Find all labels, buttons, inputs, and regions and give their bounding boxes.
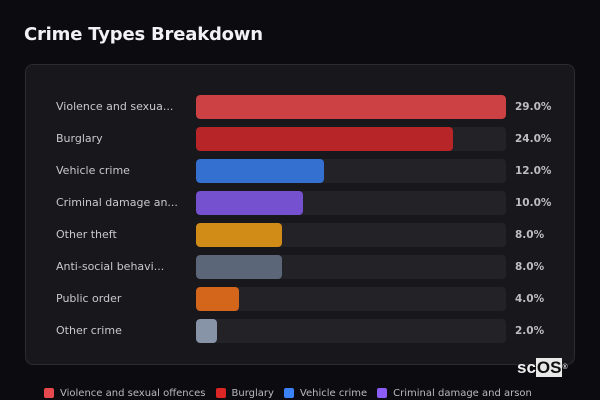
bar-fill[interactable] <box>196 191 303 215</box>
bar-value: 10.0% <box>515 197 552 209</box>
bar-track <box>196 223 506 247</box>
bar-row: Other theft 8.0% <box>26 223 576 247</box>
bar-row: Criminal damage an... 10.0% <box>26 191 576 215</box>
bar-track <box>196 191 506 215</box>
bar-label: Public order <box>56 292 122 305</box>
bar-label: Vehicle crime <box>56 164 130 177</box>
bar-fill[interactable] <box>196 223 282 247</box>
legend-swatch-icon <box>215 388 226 398</box>
bar-row: Vehicle crime 12.0% <box>26 159 576 183</box>
bar-value: 12.0% <box>515 165 552 177</box>
legend-item[interactable]: Violence and sexual offences <box>44 388 206 399</box>
bar-label: Anti-social behavi... <box>56 260 165 273</box>
bar-row: Public order 4.0% <box>26 287 576 311</box>
bar-row: Burglary 24.0% <box>26 127 576 151</box>
legend-label: Criminal damage and arson <box>393 387 532 399</box>
legend-label: Burglary <box>231 387 274 399</box>
legend-label: Vehicle crime <box>299 387 368 399</box>
bar-track <box>196 287 506 311</box>
legend-item[interactable]: Criminal damage and arson <box>377 388 532 399</box>
bar-track <box>196 95 506 119</box>
bar-label: Other crime <box>56 324 122 337</box>
bar-fill[interactable] <box>196 319 218 343</box>
bar-fill[interactable] <box>196 255 282 279</box>
legend-item[interactable]: Burglary <box>215 387 274 399</box>
bar-label: Burglary <box>56 132 103 145</box>
page-title: Crime Types Breakdown <box>24 24 263 45</box>
bar-value: 24.0% <box>515 133 552 145</box>
bar-value: 29.0% <box>515 101 552 113</box>
bar-value: 4.0% <box>515 293 545 305</box>
bar-track <box>196 255 506 279</box>
bar-fill[interactable] <box>196 127 453 151</box>
bar-value: 8.0% <box>515 229 545 241</box>
bar-value: 8.0% <box>515 261 545 273</box>
bar-track <box>196 127 506 151</box>
bar-row: Other crime 2.0% <box>26 319 576 343</box>
bar-label: Other theft <box>56 228 117 241</box>
registered-mark: ® <box>562 364 568 371</box>
logo-prefix: sc <box>517 358 536 377</box>
bar-track <box>196 159 506 183</box>
chart-card: Violence and sexua... 29.0% Burglary 24.… <box>25 64 575 365</box>
chart-legend: Violence and sexual offences Burglary Ve… <box>44 386 532 400</box>
legend-swatch-icon <box>44 388 54 398</box>
bar-fill[interactable] <box>196 95 506 119</box>
legend-label: Violence and sexual offences <box>60 387 206 399</box>
bar-label: Violence and sexua... <box>56 100 174 113</box>
bar-value: 2.0% <box>515 325 545 337</box>
legend-swatch-icon <box>377 388 388 398</box>
logo-boxed: OS <box>535 358 563 377</box>
watermark-logo: scOS® <box>517 358 568 378</box>
bar-track <box>196 319 506 343</box>
bar-fill[interactable] <box>196 287 239 311</box>
bar-fill[interactable] <box>196 159 325 183</box>
bar-row: Anti-social behavi... 8.0% <box>26 255 576 279</box>
bar-row: Violence and sexua... 29.0% <box>26 95 576 119</box>
bar-label: Criminal damage an... <box>56 196 178 209</box>
legend-swatch-icon <box>283 388 294 398</box>
legend-item[interactable]: Vehicle crime <box>283 387 368 399</box>
